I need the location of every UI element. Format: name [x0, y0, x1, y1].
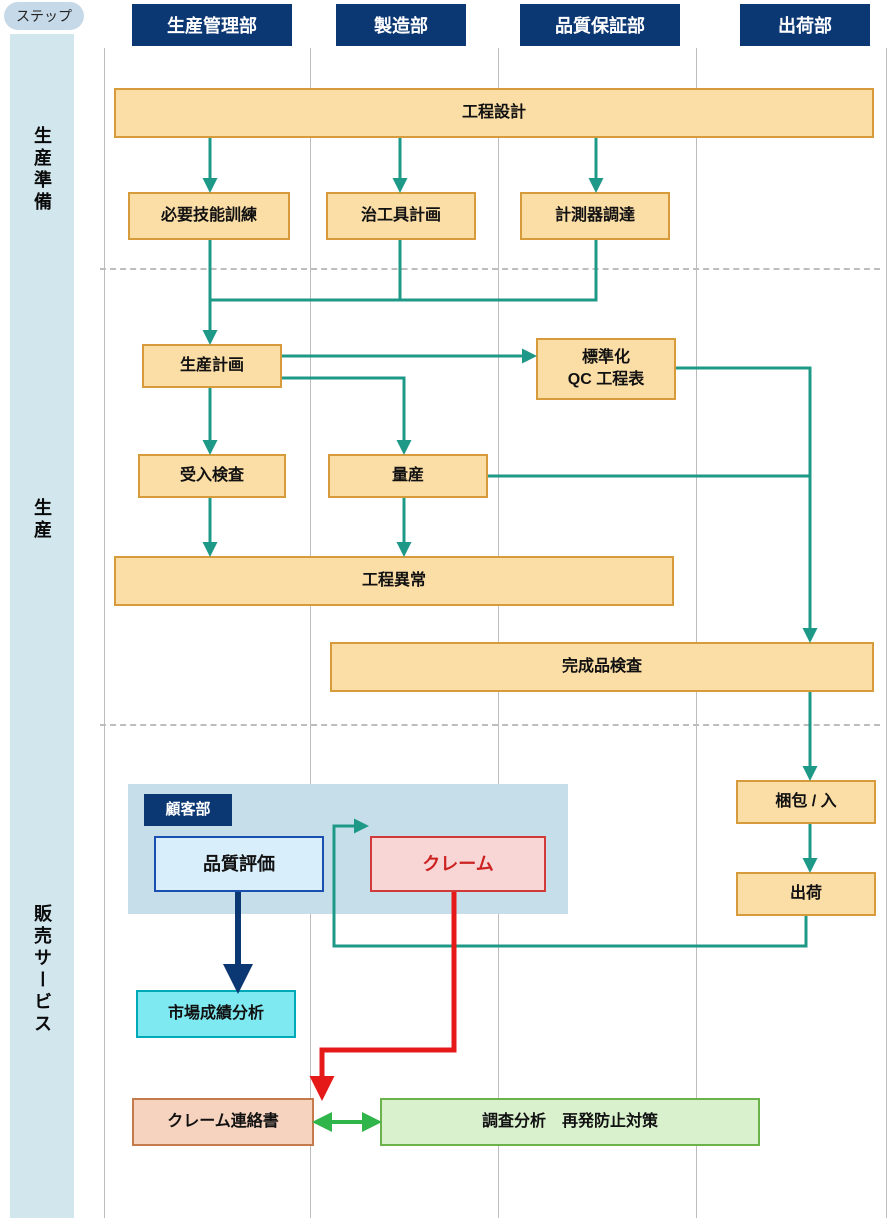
node-investigate: 調査分析 再発防止対策 [380, 1098, 760, 1146]
hsep-0 [100, 268, 880, 270]
lane-border-2 [498, 48, 499, 1218]
node-skillTraining: 必要技能訓練 [128, 192, 290, 240]
node-processDesign: 工程設計 [114, 88, 874, 138]
node-measProcure: 計測器調達 [520, 192, 670, 240]
node-claim: クレーム [370, 836, 546, 892]
lane-border-4 [886, 48, 887, 1218]
node-qualEval: 品質評価 [154, 836, 324, 892]
hsep-1 [100, 724, 880, 726]
dept-header-2: 品質保証部 [520, 4, 680, 46]
dept-header-1: 製造部 [336, 4, 466, 46]
node-anomaly: 工程異常 [114, 556, 674, 606]
node-prodPlan: 生産計画 [142, 344, 282, 388]
lane-border-1 [310, 48, 311, 1218]
node-receiveInsp: 受入検査 [138, 454, 286, 498]
arrow-3 [210, 240, 596, 300]
step-badge: ステップ [4, 2, 84, 30]
node-massProd: 量産 [328, 454, 488, 498]
node-claimReport: クレーム連絡書 [132, 1098, 314, 1146]
step-label-1: 生産 [10, 420, 74, 620]
flowchart-canvas: ステップ生産準備生産販売サービス 生産管理部 製造部 品質保証部 出荷部工程設計必要技能… [0, 0, 896, 1224]
dept-header-0: 生産管理部 [132, 4, 292, 46]
arrow-17 [322, 892, 454, 1096]
dept-header-3: 出荷部 [740, 4, 870, 46]
node-marketAnalysis: 市場成績分析 [136, 990, 296, 1038]
node-custHeader: 顧客部 [144, 794, 232, 826]
node-packing: 梱包 / 入 [736, 780, 876, 824]
node-standardize: 標準化 QC 工程表 [536, 338, 676, 400]
lane-border-3 [696, 48, 697, 1218]
step-label-2: 販売サービス [10, 830, 74, 1110]
node-shipping: 出荷 [736, 872, 876, 916]
node-jigPlan: 治工具計画 [326, 192, 476, 240]
arrow-7 [282, 378, 404, 452]
lane-border-0 [104, 48, 105, 1218]
step-label-0: 生産準備 [10, 90, 74, 250]
node-finalInsp: 完成品検査 [330, 642, 874, 692]
